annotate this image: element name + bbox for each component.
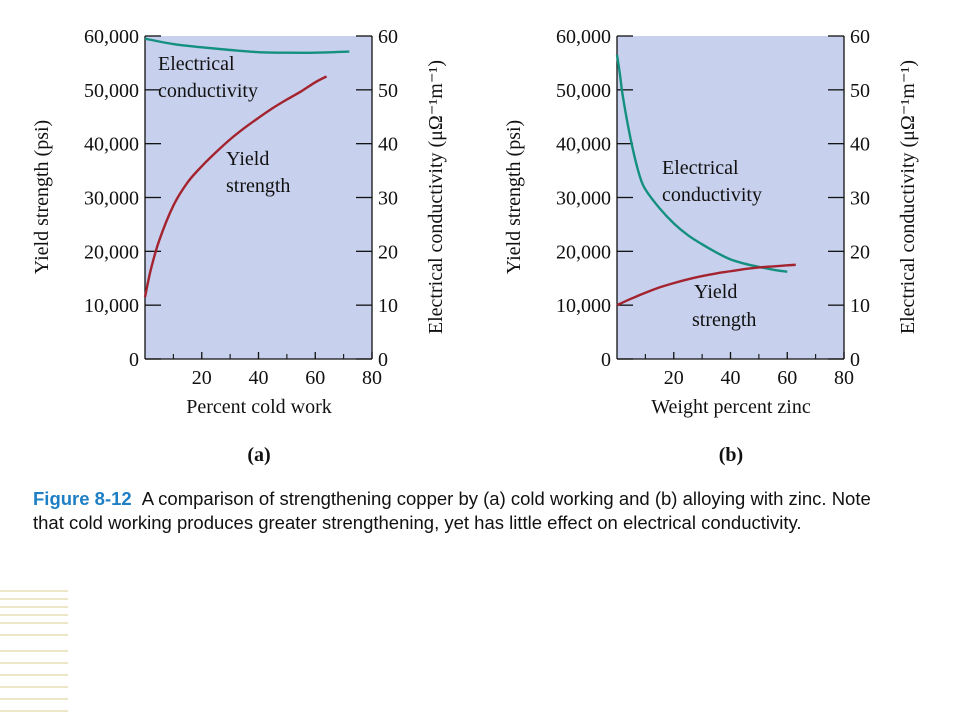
y2-tick-label: 20 — [850, 241, 870, 263]
y2-tick-label: 30 — [378, 188, 398, 210]
electrical-conductivity-label-b-line1: Electrical — [662, 157, 739, 179]
y-tick-label: 0 — [129, 349, 139, 371]
decoration-line — [0, 650, 68, 652]
y2-axis-title-a: Electrical conductivity (μΩ⁻¹m⁻¹) — [425, 60, 447, 334]
panel-a: 0 10,000 20,000 30,000 40,000 50,000 60,000 0 1… — [31, 26, 447, 466]
x-tick-label: 60 — [305, 367, 325, 389]
y-tick-label: 10,000 — [556, 295, 611, 317]
decoration-line — [0, 698, 68, 700]
electrical-conductivity-line-b — [615, 54, 788, 273]
tick-marks-a — [145, 35, 373, 360]
y-tick-labels-b: 0 10,000 20,000 30,000 40,000 50,000 60,000 — [556, 26, 611, 371]
y-tick-label: 0 — [601, 349, 611, 371]
y-tick-label: 60,000 — [84, 26, 139, 48]
y-axis-title-a: Yield strength (psi) — [31, 120, 53, 274]
figure-canvas: 0 10,000 20,000 30,000 40,000 50,000 60,000 0 1… — [31, 26, 919, 466]
y2-tick-label: 50 — [850, 80, 870, 102]
x-tick-label: 40 — [249, 367, 269, 389]
y-tick-label: 50,000 — [84, 80, 139, 102]
y2-tick-label: 20 — [378, 241, 398, 263]
y2-tick-label: 10 — [850, 295, 870, 317]
decoration-line — [0, 614, 68, 616]
y-tick-label: 20,000 — [84, 241, 139, 263]
tick-marks-b — [617, 35, 845, 360]
yield-strength-label-b-line1: Yield — [694, 281, 737, 303]
decoration-line — [0, 622, 68, 624]
x-axis-title-b: Weight percent zinc — [651, 396, 811, 418]
panel-b: 0 10,000 20,000 30,000 40,000 50,000 60,000 0 1… — [503, 26, 919, 466]
decoration-line — [0, 662, 68, 664]
x-tick-label: 80 — [834, 367, 854, 389]
x-tick-label: 20 — [192, 367, 212, 389]
x-tick-labels-b: 20 40 60 80 — [664, 367, 854, 389]
yield-strength-line-b — [616, 263, 796, 307]
x-tick-label: 40 — [721, 367, 741, 389]
y2-tick-labels-b: 0 10 20 30 40 50 60 — [850, 26, 870, 371]
decoration-line — [0, 606, 68, 608]
yield-strength-label-b-line2: strength — [692, 309, 756, 331]
y-tick-label: 60,000 — [556, 26, 611, 48]
y2-tick-label: 40 — [378, 134, 398, 156]
figure-number: Figure 8-12 — [33, 488, 132, 509]
y2-tick-label: 30 — [850, 188, 870, 210]
decoration-line — [0, 710, 68, 712]
electrical-conductivity-label-b-line2: conductivity — [662, 184, 762, 206]
plot-area-b — [617, 36, 844, 359]
electrical-conductivity-label-a-line2: conductivity — [158, 80, 258, 102]
panel-label-b: (b) — [719, 444, 743, 466]
y-tick-label: 40,000 — [556, 134, 611, 156]
x-axis-title-a: Percent cold work — [186, 396, 332, 418]
y2-tick-label: 0 — [850, 349, 860, 371]
electrical-conductivity-label-a-line1: Electrical — [158, 53, 235, 75]
yield-strength-line-a — [143, 75, 328, 298]
plot-area-a — [145, 36, 372, 359]
decoration-line — [0, 590, 68, 592]
decoration-line — [0, 674, 68, 676]
y2-tick-label: 0 — [378, 349, 388, 371]
y-tick-labels-a: 0 10,000 20,000 30,000 40,000 50,000 60,000 — [84, 26, 139, 371]
y-tick-label: 10,000 — [84, 295, 139, 317]
yield-strength-label-a-line1: Yield — [226, 148, 269, 170]
figure-caption: Figure 8-12 A comparison of strengthening… — [33, 487, 893, 535]
y2-tick-label: 40 — [850, 134, 870, 156]
y-tick-label: 30,000 — [556, 188, 611, 210]
x-tick-label: 20 — [664, 367, 684, 389]
decoration-line — [0, 686, 68, 688]
caption-text: A comparison of strengthening copper by … — [33, 488, 871, 533]
y-tick-label: 50,000 — [556, 80, 611, 102]
y2-tick-label: 60 — [378, 26, 398, 48]
y-tick-label: 40,000 — [84, 134, 139, 156]
yield-strength-label-a-line2: strength — [226, 175, 290, 197]
x-tick-labels-a: 20 40 60 80 — [192, 367, 382, 389]
y2-tick-label: 50 — [378, 80, 398, 102]
y-tick-label: 30,000 — [84, 188, 139, 210]
x-tick-label: 80 — [362, 367, 382, 389]
corner-decoration — [0, 590, 68, 715]
decoration-line — [0, 634, 68, 636]
y2-axis-title-b: Electrical conductivity (μΩ⁻¹m⁻¹) — [897, 60, 919, 334]
y-tick-label: 20,000 — [556, 241, 611, 263]
decoration-line — [0, 598, 68, 600]
x-tick-label: 60 — [777, 367, 797, 389]
y-axis-title-b: Yield strength (psi) — [503, 120, 525, 274]
y2-tick-labels-a: 0 10 20 30 40 50 60 — [378, 26, 398, 371]
y2-tick-label: 10 — [378, 295, 398, 317]
electrical-conductivity-line-a — [144, 37, 350, 54]
y2-tick-label: 60 — [850, 26, 870, 48]
panel-label-a: (a) — [247, 444, 270, 466]
